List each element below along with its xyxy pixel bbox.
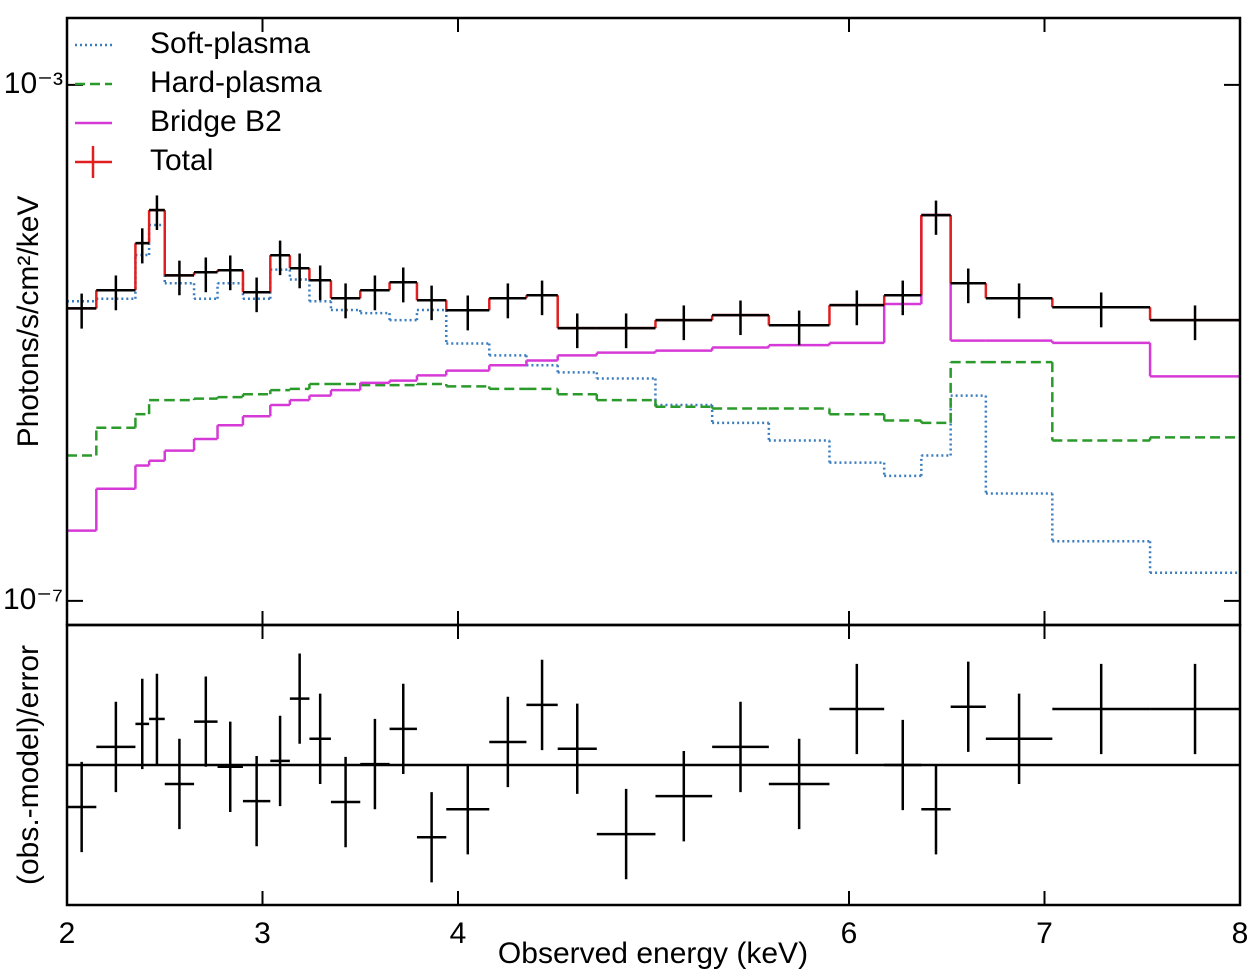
x-axis-label: Observed energy (keV) (498, 937, 808, 970)
legend-label: Soft-plasma (150, 27, 310, 60)
x-tick-label: 2 (59, 917, 76, 950)
y-tick-label: 10⁻³ (4, 67, 63, 100)
y-axis-label: Photons/s/cm²/keV (12, 196, 45, 448)
x-tick-label: 7 (1036, 917, 1053, 950)
x-tick-label: 6 (841, 917, 858, 950)
legend-label: Bridge B2 (150, 105, 282, 138)
legend-label: Hard-plasma (150, 66, 322, 99)
y-tick-label: 10⁻⁷ (3, 583, 63, 616)
x-tick-label: 3 (254, 917, 271, 950)
x-tick-label: 4 (450, 917, 467, 950)
x-tick-label: 8 (1232, 917, 1249, 950)
y-axis-label: (obs.-model)/error (12, 645, 45, 885)
legend-label: Total (150, 144, 213, 177)
plot-frame (65, 623, 1242, 907)
